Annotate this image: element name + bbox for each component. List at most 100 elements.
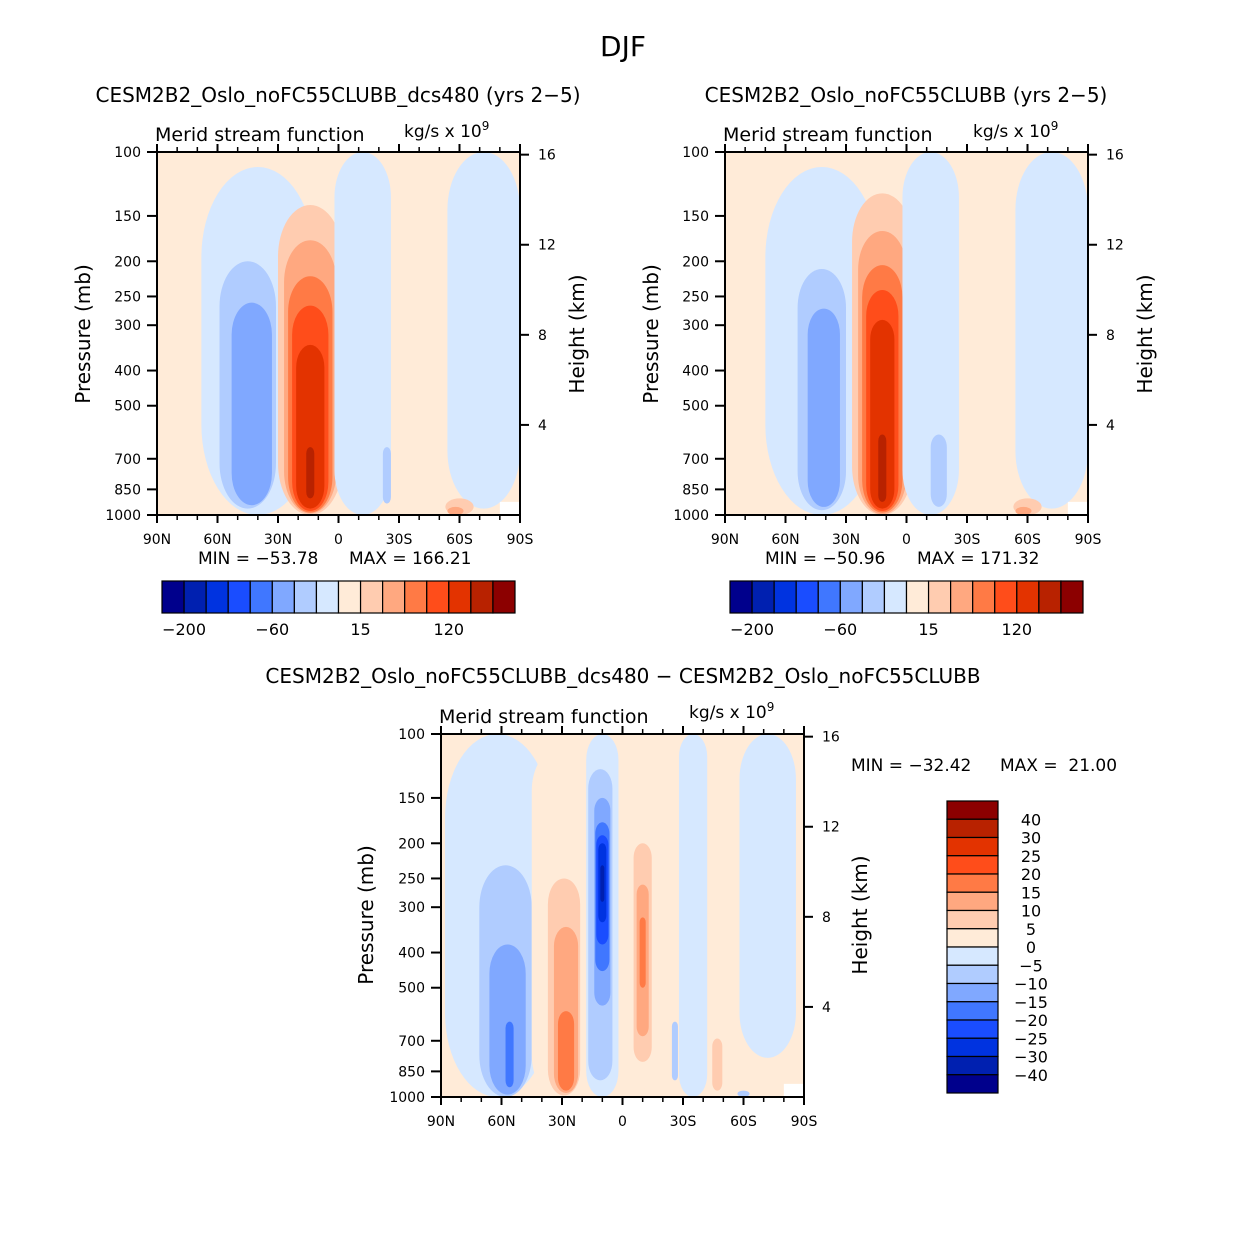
colorbar-label: 30 bbox=[1021, 829, 1041, 848]
colorbar-label: 120 bbox=[1002, 620, 1033, 639]
colorbar-label: −15 bbox=[1014, 993, 1048, 1012]
x-tick-label: 30S bbox=[954, 532, 981, 548]
contour-region-pos-7 bbox=[870, 319, 895, 509]
x-tick-label: 60S bbox=[1014, 532, 1041, 548]
colorbar-box bbox=[426, 580, 450, 614]
panel-title: CESM2B2_Oslo_noFC55CLUBB (yrs 2−5) bbox=[705, 83, 1108, 107]
panel-title: CESM2B2_Oslo_noFC55CLUBB_dcs480 (yrs 2−5… bbox=[96, 83, 581, 107]
colorbar-label: 15 bbox=[1021, 883, 1041, 902]
colorbar-box bbox=[205, 580, 229, 614]
x-tick-label: 60N bbox=[487, 1114, 515, 1130]
y2-tick-label: 8 bbox=[1106, 328, 1115, 344]
y-tick-label: 1000 bbox=[105, 508, 141, 524]
y-tick-label: 400 bbox=[114, 364, 141, 380]
colorbar-box bbox=[946, 855, 999, 875]
x-tick-label: 60N bbox=[203, 532, 231, 548]
y-tick-label: 200 bbox=[682, 254, 709, 270]
units: kg/s x 10 bbox=[689, 703, 767, 723]
y2-axis-label: Height (km) bbox=[848, 855, 872, 974]
contour-region-pos-7 bbox=[557, 1011, 575, 1091]
y-tick-label: 1000 bbox=[389, 1090, 425, 1106]
min-label: MIN = −50.96 bbox=[765, 549, 885, 569]
contour-region-neg-3 bbox=[505, 1021, 514, 1088]
colorbar-box bbox=[1060, 580, 1084, 614]
plot-area bbox=[441, 734, 804, 1097]
min-label: MIN = −53.78 bbox=[198, 549, 318, 569]
y-tick-label: 300 bbox=[682, 318, 709, 334]
contour-region-neg-14 bbox=[600, 865, 605, 902]
y2-tick-label: 4 bbox=[538, 418, 547, 434]
colorbar-box bbox=[382, 580, 406, 614]
colorbar-box bbox=[946, 946, 999, 966]
y2-tick-label: 16 bbox=[1106, 148, 1124, 164]
y-axis-label: Pressure (mb) bbox=[639, 264, 663, 404]
colorbar-box bbox=[994, 580, 1018, 614]
colorbar-label: 20 bbox=[1021, 865, 1041, 884]
x-tick-label: 90N bbox=[427, 1114, 455, 1130]
colorbar-label: −60 bbox=[255, 620, 289, 639]
colorbar-box bbox=[839, 580, 863, 614]
y-tick-label: 850 bbox=[682, 482, 709, 498]
colorbar-label: 5 bbox=[1026, 920, 1036, 939]
colorbar-label: 15 bbox=[350, 620, 370, 639]
colorbar-box bbox=[404, 580, 428, 614]
missing-data-region bbox=[1067, 501, 1088, 515]
x-tick-label: 0 bbox=[334, 532, 343, 548]
colorbar-label: 15 bbox=[918, 620, 938, 639]
contour-region-pos-7 bbox=[296, 344, 325, 509]
y-tick-label: 150 bbox=[114, 209, 141, 225]
x-tick-label: 30N bbox=[832, 532, 860, 548]
contour-region-neg-22 bbox=[739, 734, 796, 1058]
colorbar-box bbox=[337, 580, 362, 614]
colorbar-box bbox=[946, 1074, 999, 1094]
colorbar-box bbox=[946, 1037, 999, 1058]
x-tick-label: 90N bbox=[711, 532, 739, 548]
x-tick-label: 30S bbox=[386, 532, 413, 548]
x-tick-label: 30N bbox=[264, 532, 292, 548]
colorbar-label: −200 bbox=[162, 620, 206, 639]
contour-region-neg-19 bbox=[678, 734, 708, 1097]
colorbar-box bbox=[946, 982, 999, 1003]
colorbar-box bbox=[946, 1019, 999, 1039]
contour-region-pos-13 bbox=[447, 506, 464, 515]
colorbar-label: 10 bbox=[1021, 902, 1041, 921]
colorbar-box bbox=[729, 580, 753, 614]
colorbar: −200 −60 15 120 bbox=[161, 580, 516, 639]
left-string: Merid stream function bbox=[155, 124, 365, 146]
contour-region-neg-20 bbox=[671, 1021, 678, 1081]
contour-region-neg-11 bbox=[1015, 152, 1088, 509]
units-exponent: 9 bbox=[1051, 119, 1059, 133]
contour-region-neg-9 bbox=[902, 152, 959, 515]
colorbar-box bbox=[227, 580, 251, 614]
units-exponent: 9 bbox=[767, 700, 775, 714]
y-tick-label: 400 bbox=[398, 946, 425, 962]
y-tick-label: 100 bbox=[114, 145, 141, 161]
x-tick-label: 60S bbox=[446, 532, 473, 548]
colorbar-box bbox=[817, 580, 841, 614]
colorbar-box bbox=[183, 580, 207, 614]
left-string: Merid stream function bbox=[723, 124, 933, 146]
colorbar-box bbox=[927, 580, 952, 614]
contour-region-neg-10 bbox=[930, 434, 947, 507]
y-tick-label: 1000 bbox=[673, 508, 709, 524]
axes: 90N 60N 30N 0 30S 60S 90S 100 150 200 250 300 400 500… bbox=[389, 726, 840, 1130]
colorbar-box bbox=[972, 580, 996, 614]
colorbar-box bbox=[946, 1055, 999, 1076]
y-tick-label: 700 bbox=[682, 452, 709, 468]
panel-dcs480: CESM2B2_Oslo_noFC55CLUBB_dcs480 (yrs 2−5… bbox=[71, 83, 589, 639]
y-tick-label: 500 bbox=[114, 399, 141, 415]
contour-region-neg-2 bbox=[231, 302, 272, 506]
y2-tick-label: 16 bbox=[822, 730, 840, 746]
contour-region-pos-18 bbox=[639, 917, 646, 988]
y-tick-label: 850 bbox=[398, 1064, 425, 1080]
y-tick-label: 700 bbox=[114, 452, 141, 468]
colorbar-box bbox=[883, 580, 908, 614]
colorbar-box bbox=[161, 580, 185, 614]
y-tick-label: 250 bbox=[114, 289, 141, 305]
y-tick-label: 850 bbox=[114, 482, 141, 498]
colorbar-box bbox=[795, 580, 819, 614]
y2-tick-label: 12 bbox=[1106, 238, 1124, 254]
x-tick-label: 60S bbox=[730, 1114, 757, 1130]
